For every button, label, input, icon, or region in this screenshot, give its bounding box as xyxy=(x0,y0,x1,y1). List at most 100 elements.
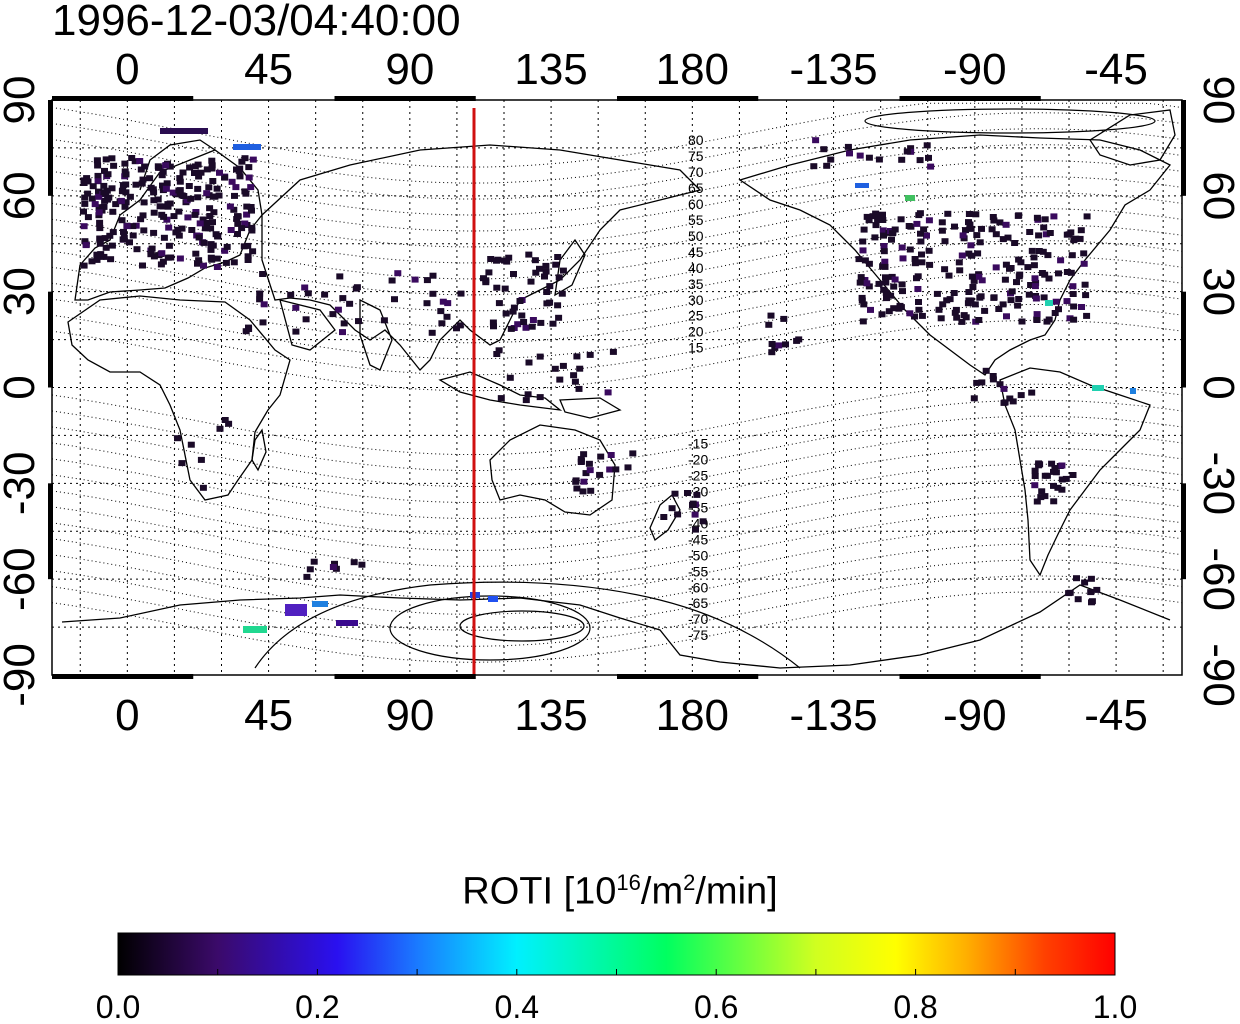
magnetic-latitude-label: 30 xyxy=(688,292,704,308)
bottom-longitude-label: -90 xyxy=(943,691,1007,740)
magnetic-latitude-label: 45 xyxy=(688,244,704,260)
roti-cell xyxy=(1001,276,1009,283)
roti-cell xyxy=(827,156,835,163)
roti-cell xyxy=(881,258,889,265)
roti-cell xyxy=(292,328,300,335)
roti-cell xyxy=(209,193,217,200)
roti-cell xyxy=(913,220,921,227)
roti-cell xyxy=(771,344,779,351)
roti-cell xyxy=(176,175,184,182)
roti-cell xyxy=(969,284,977,290)
roti-cell xyxy=(541,273,548,280)
roti-cell xyxy=(941,266,949,273)
roti-cell xyxy=(925,247,933,254)
roti-cell xyxy=(350,559,358,566)
coast-scandinavia xyxy=(139,139,216,191)
roti-cell xyxy=(120,234,128,241)
roti-cell xyxy=(575,385,583,392)
roti-cell xyxy=(890,305,898,312)
bottom-longitude-label: 180 xyxy=(656,691,729,740)
roti-cell xyxy=(810,163,818,170)
roti-cell xyxy=(880,248,888,255)
roti-cell xyxy=(926,261,934,268)
magnetic-latitude-label: -30 xyxy=(688,483,708,499)
roti-cell xyxy=(546,283,554,290)
roti-cell xyxy=(881,263,889,270)
roti-cell xyxy=(1088,598,1096,605)
roti-cell xyxy=(1078,304,1085,310)
roti-cell xyxy=(1083,213,1091,220)
roti-cell xyxy=(203,190,211,197)
roti-cell xyxy=(907,145,915,152)
roti-cell xyxy=(1062,475,1070,482)
roti-cell xyxy=(501,257,508,264)
roti-cell xyxy=(953,314,961,321)
roti-cell xyxy=(126,239,133,246)
roti-cell xyxy=(962,227,969,234)
roti-cell xyxy=(150,229,158,236)
roti-cell xyxy=(195,234,203,241)
roti-cell xyxy=(559,362,567,369)
roti-cell xyxy=(159,203,167,210)
roti-cell xyxy=(859,238,867,245)
roti-cell xyxy=(214,233,222,240)
magnetic-latitude-label: 25 xyxy=(688,308,704,324)
roti-cell xyxy=(897,216,905,223)
roti-cell xyxy=(974,250,982,257)
roti-cell xyxy=(1087,575,1095,582)
roti-cell xyxy=(660,514,668,520)
roti-cell xyxy=(699,518,707,525)
roti-cell xyxy=(482,279,490,286)
roti-cell xyxy=(150,197,158,204)
roti-cell xyxy=(691,511,699,518)
roti-cell xyxy=(100,182,108,189)
roti-cell xyxy=(571,378,579,385)
magnetic-latitude-label: -20 xyxy=(688,451,708,467)
roti-cell xyxy=(899,288,906,295)
bottom-axis-segment xyxy=(899,674,1041,679)
roti-cell xyxy=(1042,231,1050,238)
top-longitude-label: 180 xyxy=(656,45,729,94)
roti-cell xyxy=(597,453,605,460)
roti-cell xyxy=(234,220,242,227)
roti-cell xyxy=(895,305,903,312)
magnetic-latitude-label: 55 xyxy=(688,212,704,228)
top-longitude-label: -90 xyxy=(943,45,1007,94)
roti-cell xyxy=(238,225,246,232)
roti-cell xyxy=(199,216,207,223)
roti-cell xyxy=(1039,248,1047,255)
roti-cell xyxy=(971,301,979,308)
right-latitude-label: 90 xyxy=(1194,76,1240,125)
roti-cell xyxy=(528,323,536,330)
roti-cell xyxy=(355,318,362,325)
roti-cell xyxy=(195,173,203,180)
roti-cell xyxy=(102,156,110,163)
roti-cell xyxy=(243,211,251,218)
roti-cell xyxy=(1041,493,1049,500)
roti-cell xyxy=(1055,306,1062,313)
top-axis-segment xyxy=(617,96,759,101)
roti-cell xyxy=(976,294,984,301)
roti-cell xyxy=(206,205,214,212)
roti-cell xyxy=(795,336,803,343)
roti-cell xyxy=(489,319,497,326)
roti-cell xyxy=(158,172,166,179)
roti-cell xyxy=(529,317,537,323)
magnetic-latitude-label: 65 xyxy=(688,180,704,196)
roti-cell xyxy=(104,171,112,178)
roti-cell xyxy=(207,254,215,261)
roti-cell xyxy=(166,200,174,207)
roti-cell xyxy=(1058,476,1066,483)
left-latitude-label: 30 xyxy=(0,267,44,316)
roti-cell xyxy=(148,245,156,252)
roti-cell xyxy=(208,157,216,164)
roti-cell xyxy=(1002,221,1010,228)
roti-cell xyxy=(882,289,890,296)
left-axis-segment xyxy=(48,100,53,196)
roti-cell xyxy=(1038,488,1046,495)
roti-cell xyxy=(858,297,866,304)
bottom-longitude-label: 135 xyxy=(514,691,587,740)
roti-cell xyxy=(939,301,947,308)
left-axis-segment xyxy=(48,291,53,388)
roti-cell xyxy=(1007,297,1015,304)
